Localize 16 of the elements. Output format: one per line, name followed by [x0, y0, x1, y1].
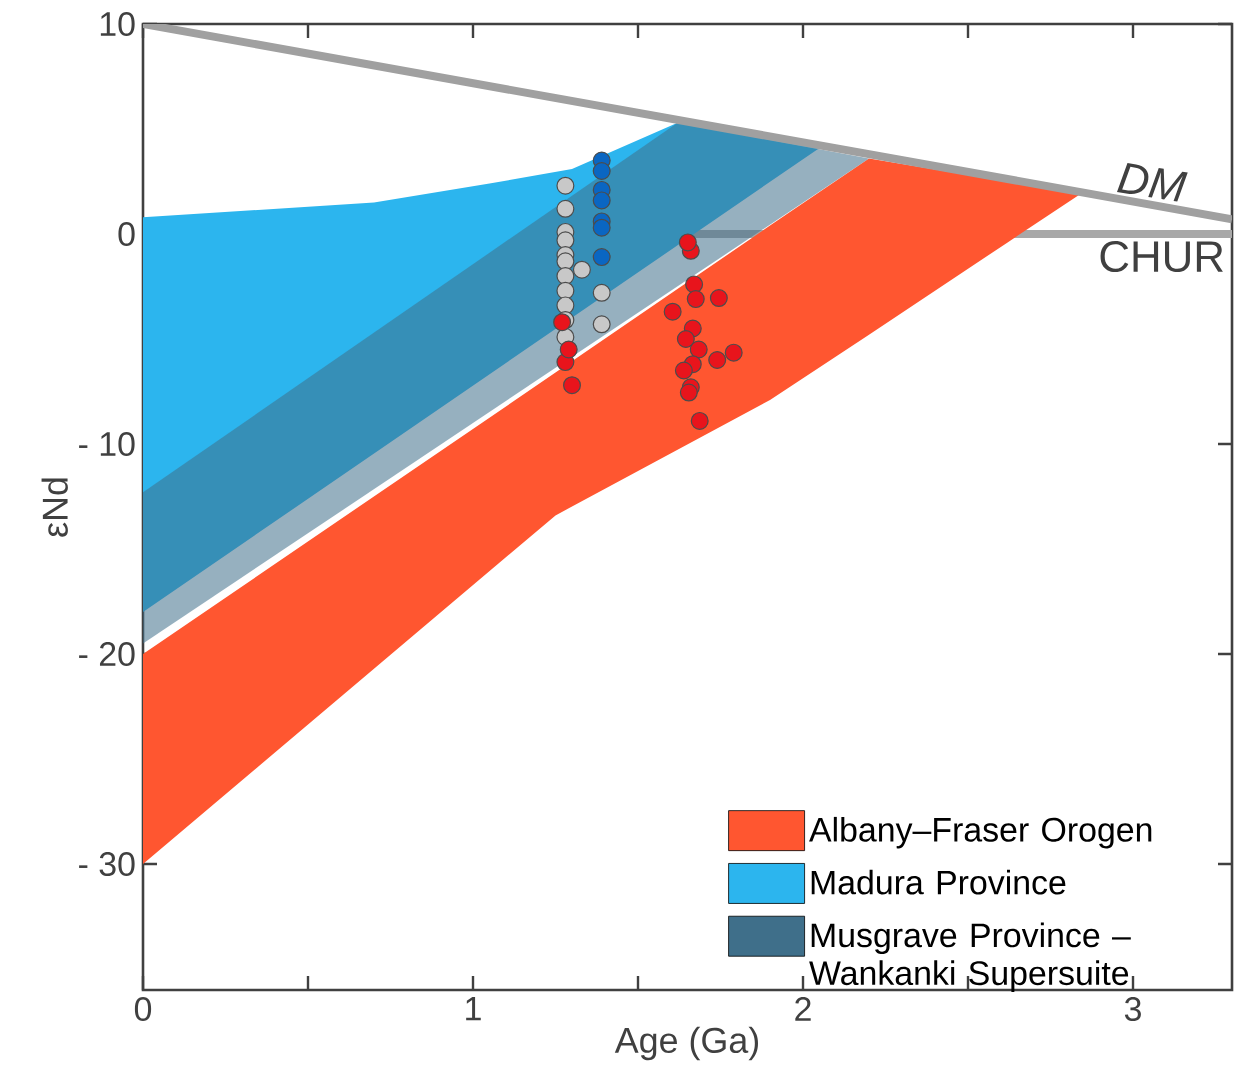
legend-label: Albany–Fraser Orogen	[809, 816, 1152, 849]
x-tick-label: 1	[466, 997, 481, 1021]
x-tick-label: 2	[795, 997, 811, 1021]
x-tick-label: 3	[1124, 997, 1141, 1022]
y-tick-label: - 30	[79, 852, 135, 876]
x-tick-label: 0	[134, 997, 152, 1022]
text: DM	[1116, 163, 1188, 202]
y-tick-label: 10	[100, 12, 135, 36]
y-tick-label: - 10	[79, 432, 135, 456]
y-axis-title: εNd	[41, 478, 68, 537]
y-tick-label: 0	[118, 222, 135, 246]
x-axis-title: Age (Ga)	[614, 1026, 758, 1061]
legend-label: Madura Province	[811, 869, 1066, 895]
legend-label: Musgrave Province – Wankanki Supersuite	[809, 922, 1131, 992]
y-tick-label: - 20	[79, 642, 135, 666]
ref-line-label: CHUR	[1100, 241, 1223, 273]
